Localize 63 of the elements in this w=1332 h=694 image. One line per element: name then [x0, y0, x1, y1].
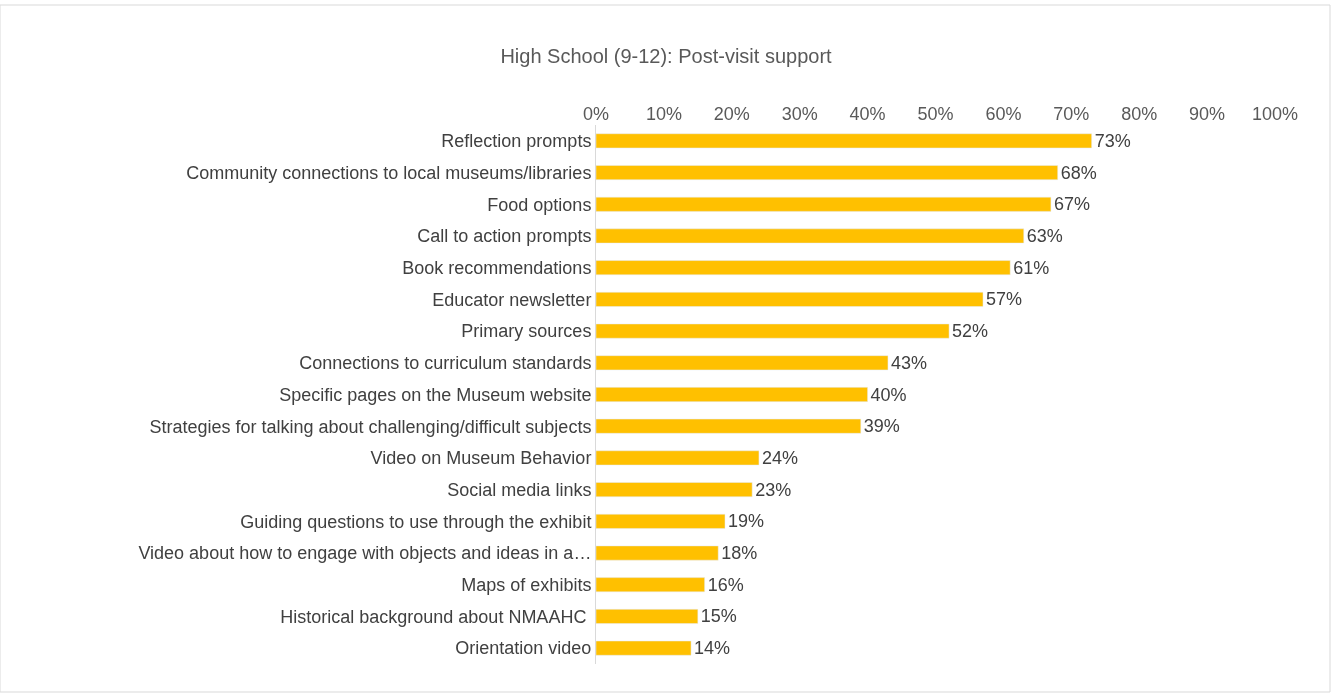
x-tick-label: 90%: [1189, 104, 1226, 125]
x-tick-label: 100%: [1251, 104, 1299, 125]
data-label: 73%: [1094, 130, 1131, 151]
y-tick-label: Strategies for talking about challenging/difficult subjects: [149, 416, 592, 437]
x-tick-label: 40%: [849, 104, 886, 125]
bar: [596, 323, 950, 339]
y-tick-label: Historical background about NMAAHC: [280, 606, 592, 627]
bar: [596, 292, 984, 307]
y-tick-label: Call to action prompts: [417, 226, 592, 247]
bar: [596, 133, 1092, 149]
y-tick-label: Reflection prompts: [441, 131, 592, 152]
bar: [596, 196, 1052, 212]
bar: [596, 640, 692, 656]
data-label: 24%: [761, 447, 798, 468]
x-tick-label: 20%: [713, 104, 750, 125]
data-label: 14%: [694, 638, 731, 659]
bar: [596, 545, 719, 561]
y-tick-label: Connections to curriculum standards: [299, 353, 592, 374]
data-label: 57%: [986, 289, 1023, 310]
x-tick-label: 10%: [645, 104, 682, 125]
x-tick-label: 0%: [582, 104, 610, 125]
bar: [596, 609, 699, 624]
x-tick-label: 70%: [1053, 104, 1090, 125]
data-label: 40%: [870, 384, 907, 405]
bar: [596, 387, 868, 402]
y-tick-label: Educator newsletter: [432, 289, 592, 310]
y-tick-label: Community connections to local museums/libraries: [186, 162, 592, 183]
y-tick-label: Video on Museum Behavior: [370, 448, 592, 469]
bar: [596, 577, 705, 593]
data-label: 19%: [728, 511, 765, 532]
chart-title: High School (9-12): Post-visit support: [500, 44, 833, 67]
bar: [596, 482, 753, 497]
x-tick-label: 80%: [1121, 104, 1158, 125]
data-label: 18%: [721, 543, 758, 564]
y-tick-label: Guiding questions to use through the exhibit: [240, 511, 592, 532]
bar: [596, 513, 726, 529]
data-label: 39%: [863, 416, 900, 437]
y-tick-label: Specific pages on the Museum website: [279, 384, 592, 405]
data-label: 15%: [700, 606, 737, 627]
data-label: 52%: [952, 321, 989, 342]
y-tick-label: Social media links: [447, 479, 592, 500]
y-tick-label: Maps of exhibits: [461, 575, 592, 596]
x-tick-label: 30%: [781, 104, 818, 125]
y-tick-label: Primary sources: [461, 321, 592, 342]
data-label: 43%: [890, 352, 927, 373]
data-label: 67%: [1053, 194, 1090, 215]
data-label: 63%: [1026, 225, 1063, 246]
bar: [596, 228, 1025, 244]
data-label: 16%: [707, 574, 744, 595]
bar: [596, 355, 889, 371]
data-label: 23%: [755, 479, 792, 500]
x-tick-label: 60%: [985, 104, 1022, 125]
y-tick-label: Video about how to engage with objects and ideas in a…: [138, 543, 592, 564]
bar: [596, 260, 1011, 276]
data-label: 68%: [1060, 162, 1097, 183]
bar: [596, 450, 760, 466]
bar: [596, 418, 862, 434]
x-tick-label: 50%: [917, 104, 954, 125]
y-tick-label: Orientation video: [455, 638, 592, 659]
data-label: 61%: [1013, 257, 1050, 278]
y-tick-label: Food options: [487, 194, 592, 215]
bar: [596, 165, 1058, 180]
y-tick-label: Book recommendations: [402, 257, 592, 278]
